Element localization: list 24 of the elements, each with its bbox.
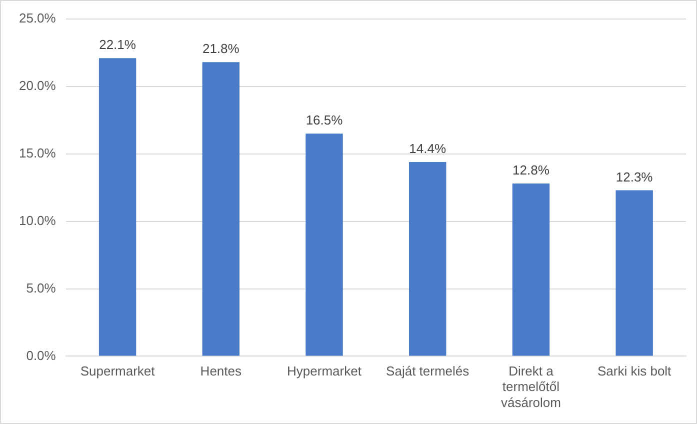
bar (98, 58, 136, 356)
x-tick-label: Supermarket (80, 364, 156, 379)
x-tick-label: Sarki kis bolt (597, 364, 672, 379)
bar (616, 190, 653, 356)
bar (409, 162, 446, 356)
data-label: 14.4% (409, 141, 446, 156)
data-label: 21.8% (202, 41, 240, 56)
y-tick-label: 0.0% (26, 348, 56, 363)
data-label: 12.8% (512, 162, 550, 178)
x-tick-label: Hypermarket (287, 364, 362, 379)
data-label: 12.3% (616, 169, 654, 184)
bar (306, 134, 343, 356)
x-tick-label: Direkt a termelőtől vásárolom (500, 364, 561, 410)
data-label: 22.1% (99, 37, 136, 52)
y-tick-label: 15.0% (18, 145, 56, 160)
y-tick-label: 20.0% (18, 78, 56, 94)
bar (512, 184, 550, 356)
x-tick-label: Saját termelés (386, 364, 470, 379)
y-tick-label: 5.0% (26, 280, 56, 296)
bar (202, 62, 240, 356)
y-tick-label: 25.0% (18, 10, 56, 26)
data-label: 16.5% (306, 112, 344, 128)
y-tick-label: 10.0% (18, 212, 56, 228)
x-tick-label: Hentes (200, 364, 242, 379)
